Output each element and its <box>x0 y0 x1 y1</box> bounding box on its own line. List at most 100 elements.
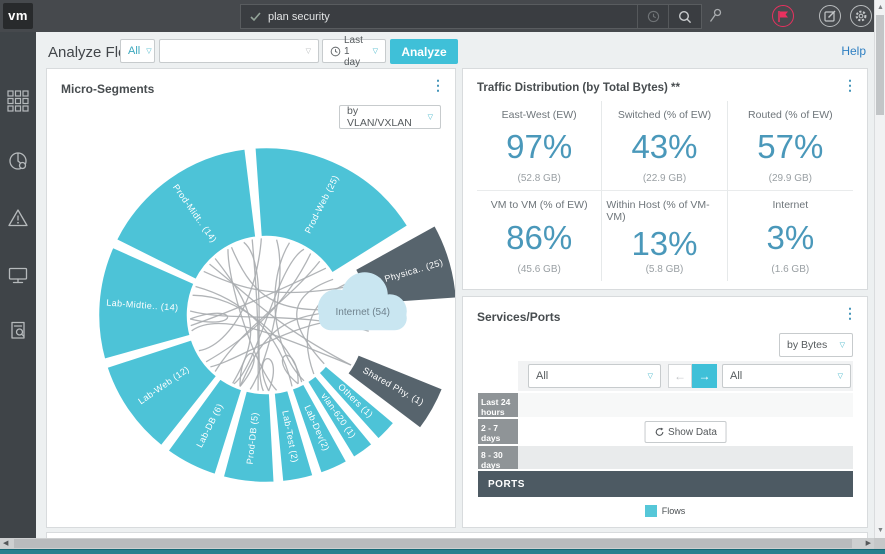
services-group-by-dropdown[interactable]: by Bytes ▽ <box>779 333 853 357</box>
filter-value: All <box>536 370 549 382</box>
search-time-scope-button[interactable] <box>637 5 668 28</box>
scroll-left-arrow[interactable]: ◀ <box>3 540 9 547</box>
donut-segment[interactable] <box>96 245 197 362</box>
stat-label: Internet <box>772 199 809 211</box>
stat-sub: (1.6 GB) <box>771 264 810 275</box>
traffic-distribution-panel: Traffic Distribution (by Total Bytes) **… <box>462 68 868 290</box>
scope-dropdown[interactable]: All ▽ <box>120 39 155 63</box>
stat-value: 57% <box>757 128 824 165</box>
chevron-down-icon: ▽ <box>146 48 152 55</box>
scroll-up-arrow[interactable]: ▲ <box>877 4 884 11</box>
time-range-dropdown[interactable]: Last 1 day ▽ <box>322 35 386 68</box>
source-filter-dropdown[interactable]: All ▽ <box>528 364 661 388</box>
row-last-24-hours <box>518 393 853 417</box>
chevron-down-icon: ▽ <box>427 114 433 121</box>
settings-button[interactable] <box>850 5 872 27</box>
donut-segment[interactable] <box>165 376 245 477</box>
sidebar-item-alerts[interactable] <box>7 207 29 229</box>
stat-sub: (52.8 GB) <box>517 173 561 184</box>
direction-left-button[interactable]: ← <box>668 364 692 388</box>
donut-segment[interactable] <box>220 388 277 485</box>
scroll-right-arrow[interactable]: ▶ <box>865 540 871 547</box>
stat-sub: (22.9 GB) <box>642 173 687 184</box>
donut-segment[interactable] <box>345 352 445 431</box>
stat-sub: (29.9 GB) <box>768 173 812 184</box>
vertical-scroll-thumb[interactable] <box>876 15 884 115</box>
global-search-input[interactable]: plan security <box>240 4 702 29</box>
help-link[interactable]: Help <box>841 44 866 58</box>
panel-menu-button[interactable]: ⋮ <box>431 77 445 93</box>
stat-vm-to-vm: VM to VM (% of EW) 86% (45.6 GB) <box>477 191 603 281</box>
left-nav-sidebar <box>0 32 36 538</box>
flow-link <box>190 267 327 327</box>
scope-dropdown-value: All <box>128 45 141 57</box>
row-label-last-24-hours: Last 24 hours <box>478 393 518 417</box>
sidebar-item-infrastructure[interactable] <box>7 264 29 286</box>
flow-link <box>205 253 312 363</box>
internet-cloud-node[interactable]: Internet (54) <box>317 272 407 331</box>
panel-menu-button[interactable]: ⋮ <box>843 77 857 93</box>
refresh-icon <box>655 427 663 436</box>
donut-segment[interactable] <box>252 145 411 276</box>
stat-label: Routed (% of EW) <box>748 109 833 121</box>
internet-cloud-label: Internet (54) <box>336 307 390 318</box>
search-query-text: plan security <box>268 10 330 23</box>
legend-label: Flows <box>661 506 686 516</box>
sidebar-item-plan-security[interactable] <box>7 150 29 172</box>
ports-header-bar: PORTS <box>478 471 853 497</box>
donut-segment[interactable] <box>289 381 350 476</box>
micro-segments-donut-chart[interactable]: Prod-Web (25)DC Physica.. (25)Shared Phy… <box>47 69 455 527</box>
horizontal-scroll-thumb[interactable] <box>14 539 852 548</box>
stat-value: 13% <box>631 224 698 262</box>
destination-filter-dropdown[interactable]: All ▽ <box>722 364 851 388</box>
gear-icon <box>855 10 867 22</box>
donut-segment[interactable] <box>113 146 258 282</box>
stat-internet: Internet 3% (1.6 GB) <box>728 191 853 281</box>
stat-label: Switched (% of EW) <box>617 109 712 121</box>
apps-grid-icon <box>7 90 29 112</box>
entity-dropdown[interactable]: ▽ <box>159 39 319 63</box>
row-label-2-7-days: 2 - 7 days ago <box>478 419 518 453</box>
stat-east-west: East-West (EW) 97% (52.8 GB) <box>477 101 603 191</box>
vertical-scrollbar[interactable]: ▲ ▼ <box>874 0 885 538</box>
flow-link <box>227 249 278 391</box>
flow-link <box>191 322 370 373</box>
horizontal-scrollbar[interactable]: ◀ ▶ <box>0 538 874 549</box>
panel-title: Services/Ports <box>477 310 561 324</box>
panel-menu-button[interactable]: ⋮ <box>843 305 857 321</box>
arrow-right-icon: → <box>698 369 711 383</box>
group-by-value: by Bytes <box>787 339 828 351</box>
pin-search-button[interactable] <box>708 8 723 24</box>
flow-link <box>214 260 321 372</box>
group-by-value: by VLAN/VXLAN <box>347 105 412 129</box>
stat-value: 3% <box>766 218 815 256</box>
sidebar-item-audit[interactable] <box>7 319 29 341</box>
top-bar: vm plan security <box>0 0 885 32</box>
donut-segment[interactable] <box>305 373 375 460</box>
notes-edit-button[interactable] <box>819 5 841 27</box>
sidebar-item-apps[interactable] <box>7 90 29 112</box>
analyze-button[interactable]: Analyze <box>390 39 458 64</box>
show-data-button[interactable]: Show Data <box>644 421 727 443</box>
alerts-icon <box>8 209 28 227</box>
vmware-logo[interactable]: vm <box>3 3 33 29</box>
stat-routed: Routed (% of EW) 57% (29.9 GB) <box>727 101 853 191</box>
donut-segment[interactable] <box>104 337 220 449</box>
chevron-down-icon: ▽ <box>837 373 843 380</box>
search-icon <box>678 10 692 23</box>
group-by-dropdown[interactable]: by VLAN/VXLAN ▽ <box>339 105 441 129</box>
direction-right-button[interactable]: → <box>692 364 717 388</box>
search-submit-button[interactable] <box>668 5 701 28</box>
donut-segment[interactable] <box>316 363 397 442</box>
traffic-stats-grid: East-West (EW) 97% (52.8 GB) Switched (%… <box>477 101 853 281</box>
panel-title: Traffic Distribution (by Total Bytes) ** <box>477 82 680 94</box>
stat-value: 86% <box>506 218 573 256</box>
scroll-down-arrow[interactable]: ▼ <box>877 527 884 534</box>
flagged-items-button[interactable] <box>772 5 794 27</box>
donut-segment[interactable] <box>272 388 316 484</box>
stat-within-host: Within Host (% of VM-VM) 13% (5.8 GB) <box>602 191 728 281</box>
chevron-down-icon: ▽ <box>647 373 653 380</box>
row-2-7-days: Show Data <box>518 419 853 444</box>
stat-label: VM to VM (% of EW) <box>490 199 588 211</box>
flow-link <box>243 241 264 392</box>
